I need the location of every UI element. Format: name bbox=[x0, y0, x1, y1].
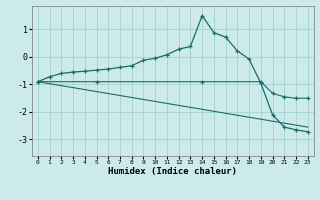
X-axis label: Humidex (Indice chaleur): Humidex (Indice chaleur) bbox=[108, 167, 237, 176]
